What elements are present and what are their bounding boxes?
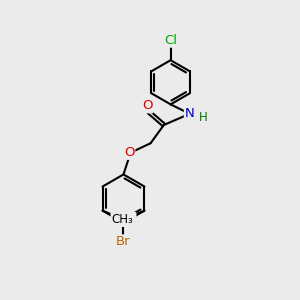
- Text: Cl: Cl: [164, 34, 177, 47]
- Text: H: H: [199, 111, 207, 124]
- Text: CH₃: CH₃: [114, 213, 136, 226]
- Text: N: N: [185, 107, 195, 120]
- Text: O: O: [124, 146, 134, 159]
- Text: CH₃: CH₃: [112, 213, 133, 226]
- Text: O: O: [142, 99, 152, 112]
- Text: Br: Br: [116, 236, 131, 248]
